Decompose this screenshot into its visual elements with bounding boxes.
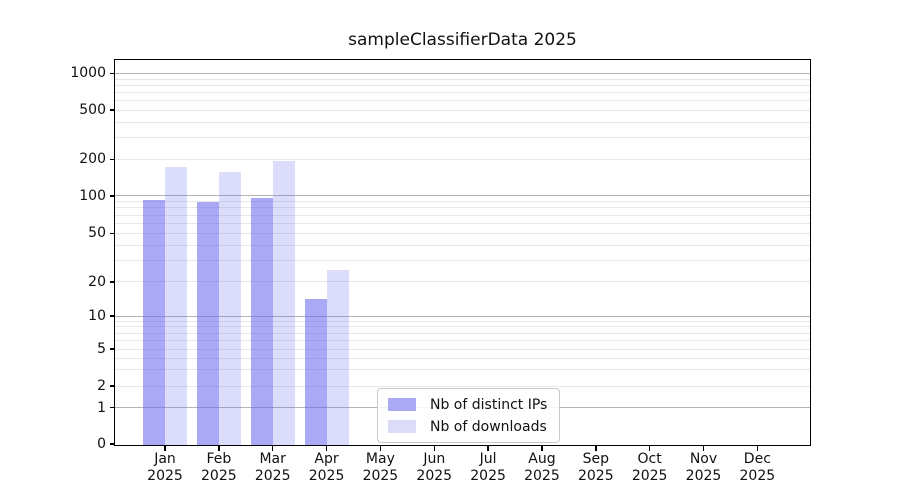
x-tick-label: Oct 2025 [631, 451, 668, 484]
legend-row-distinct-ips: Nb of distinct IPs [388, 396, 547, 413]
bar-distinct-ips [250, 198, 273, 445]
y-tick-mark [109, 406, 115, 409]
gridline [115, 385, 810, 387]
x-tick-label: Apr 2025 [308, 451, 345, 484]
bars-layer [115, 60, 810, 445]
x-tick-label: Jun 2025 [416, 451, 453, 484]
gridline [115, 207, 810, 209]
gridline [115, 232, 810, 234]
gridline [115, 91, 810, 93]
y-tick-mark [109, 443, 115, 445]
gridline [115, 244, 810, 246]
x-tick-label: May 2025 [362, 451, 399, 484]
gridline [115, 339, 810, 341]
legend-label-distinct-ips: Nb of distinct IPs [430, 396, 548, 413]
x-tick-mark [325, 446, 328, 451]
gridline [115, 137, 810, 139]
legend-label-downloads: Nb of downloads [430, 418, 547, 435]
y-tick-label: 2 [97, 378, 106, 395]
bar-distinct-ips [143, 199, 165, 445]
legend-row-downloads: Nb of downloads [388, 418, 547, 435]
gridline [115, 369, 810, 371]
gridline [115, 348, 810, 350]
x-tick-mark [756, 446, 759, 451]
x-tick-label: Dec 2025 [739, 451, 776, 484]
gridline [115, 214, 810, 216]
y-tick-mark [109, 195, 115, 197]
gridline [115, 332, 810, 334]
legend-swatch-downloads [388, 420, 416, 433]
bar-downloads [326, 269, 349, 445]
bar-downloads [218, 172, 241, 445]
x-tick-mark [487, 446, 489, 451]
gridline [115, 195, 810, 197]
gridline [115, 121, 810, 123]
gridline [115, 158, 810, 160]
y-tick-label: 50 [88, 225, 106, 242]
x-tick-mark [433, 446, 435, 451]
y-tick-label: 1 [97, 399, 106, 416]
gridline [115, 357, 810, 359]
x-tick-label: Jan 2025 [147, 451, 183, 484]
y-tick-label: 10 [88, 308, 106, 325]
gridline [115, 281, 810, 283]
gridline [115, 259, 810, 261]
grid-layer [115, 60, 810, 445]
gridline [115, 326, 810, 328]
x-tick-mark [218, 446, 220, 451]
y-tick-label: 500 [79, 102, 106, 119]
chart-title: sampleClassifierData 2025 [348, 30, 577, 50]
gridline [115, 109, 810, 111]
legend: Nb of distinct IPs Nb of downloads [377, 388, 561, 443]
y-tick-mark [109, 232, 115, 234]
y-tick-label: 100 [79, 187, 106, 204]
bar-downloads [165, 166, 187, 445]
legend-swatch-distinct-ips [388, 398, 416, 411]
gridline [115, 315, 810, 317]
y-tick-mark [109, 158, 115, 161]
gridline [115, 222, 810, 224]
x-tick-label: Aug 2025 [524, 451, 560, 484]
x-tick-mark [702, 446, 705, 451]
y-tick-label: 5 [97, 341, 106, 358]
y-tick-mark [109, 348, 115, 350]
y-tick-mark [109, 315, 115, 317]
bar-distinct-ips [196, 201, 219, 445]
x-tick-label: Feb 2025 [201, 451, 237, 484]
bar-distinct-ips [304, 299, 327, 445]
gridline [115, 84, 810, 86]
gridline [115, 78, 810, 80]
y-tick-label: 0 [97, 436, 106, 453]
x-tick-mark [164, 446, 166, 451]
x-tick-label: Sep 2025 [577, 451, 614, 484]
gridline [115, 72, 810, 74]
y-tick-label: 200 [79, 151, 106, 168]
gridline [115, 201, 810, 203]
x-tick-mark [648, 446, 651, 451]
gridline [115, 320, 810, 322]
y-tick-mark [109, 72, 115, 75]
y-tick-mark [109, 281, 115, 283]
x-tick-label: Mar 2025 [254, 451, 291, 484]
y-tick-label: 20 [88, 273, 106, 290]
x-tick-mark [379, 446, 382, 451]
gridline [115, 99, 810, 101]
x-tick-mark [595, 446, 597, 451]
x-tick-mark [541, 446, 543, 451]
y-tick-mark [109, 385, 115, 387]
bar-downloads [272, 160, 295, 445]
y-tick-mark [109, 109, 115, 111]
x-tick-label: Nov 2025 [685, 451, 722, 484]
x-tick-mark [271, 446, 274, 451]
x-tick-label: Jul 2025 [470, 451, 506, 484]
y-tick-label: 1000 [70, 65, 106, 82]
plot-area: Nb of distinct IPs Nb of downloads [114, 59, 811, 446]
